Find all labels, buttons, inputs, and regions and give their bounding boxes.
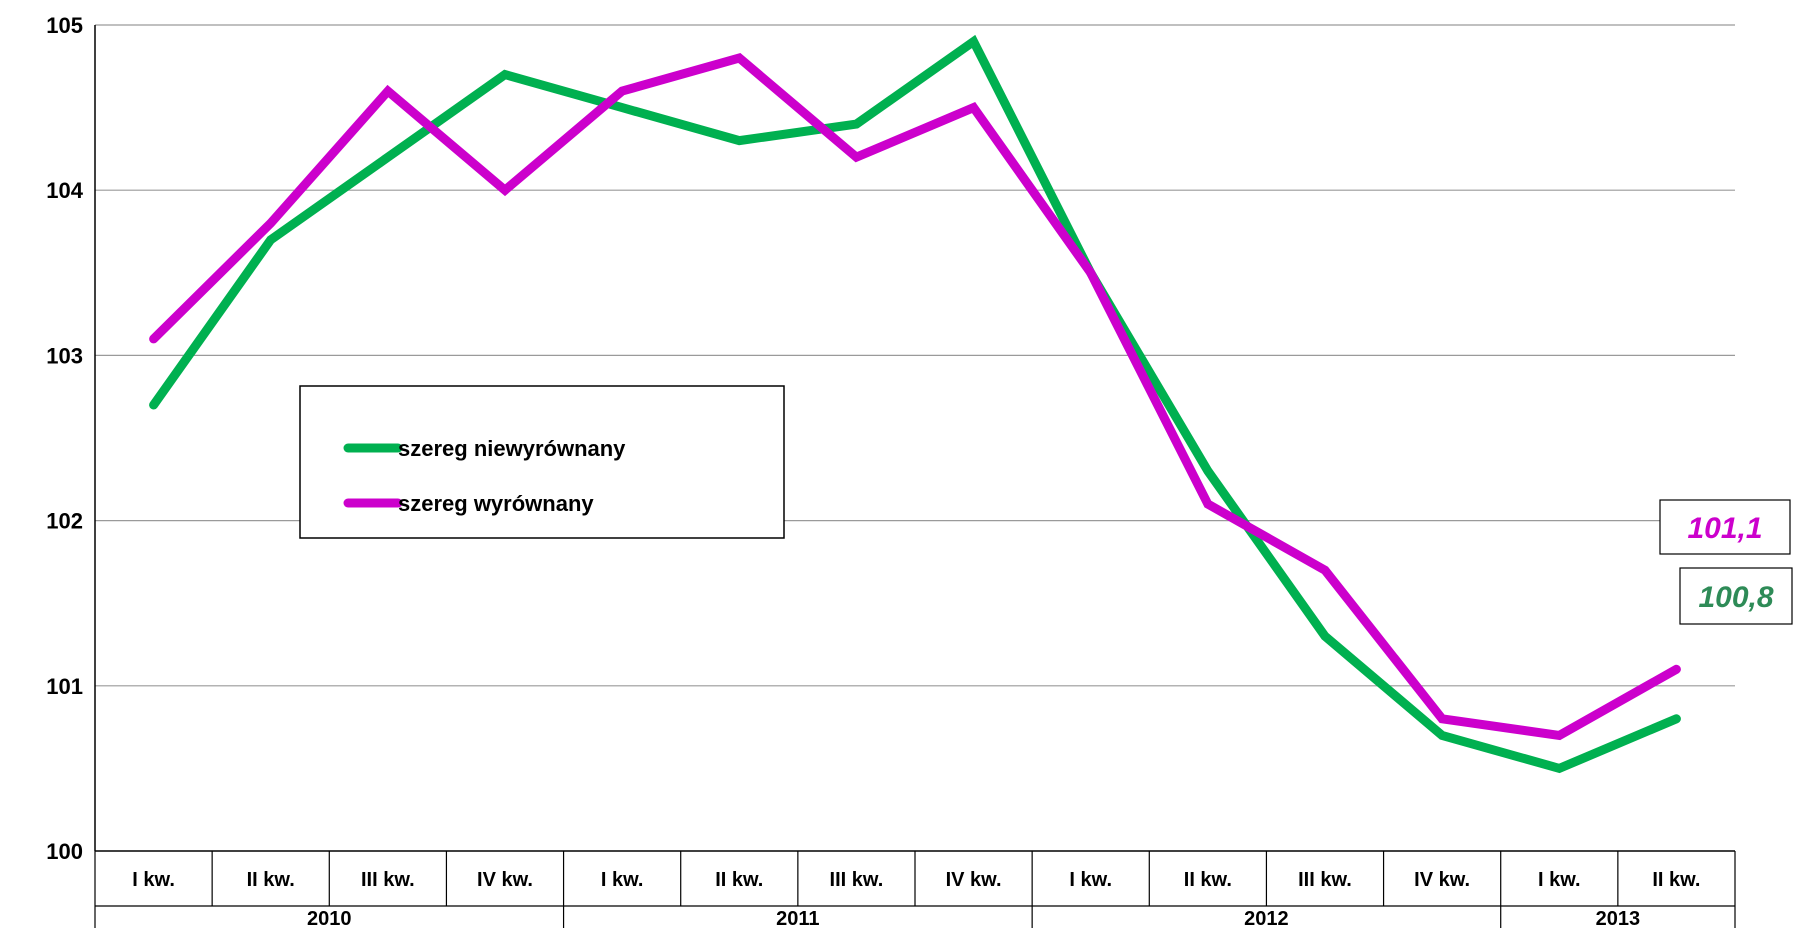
end-label-series-1: 100,8: [1698, 581, 1773, 614]
x-tick-label: I kw.: [1069, 869, 1112, 891]
series-line-1: [149, 34, 1681, 774]
end-label-box-series-1: [1679, 567, 1793, 625]
series-lines: [149, 34, 1681, 774]
x-tick-label: II kw.: [1652, 869, 1700, 891]
y-tick-label: 104: [46, 178, 83, 203]
end-label-box-series-2: [1659, 499, 1791, 555]
legend-label-series-2: szereg wyrównany: [398, 491, 594, 516]
y-tick-label: 105: [46, 13, 83, 38]
end-value-labels: 101,1 100,8: [1659, 499, 1793, 625]
x-tick-label: III kw.: [1298, 869, 1352, 891]
x-tick-label: II kw.: [1184, 869, 1232, 891]
x-tick-label: I kw.: [1538, 869, 1581, 891]
x-tick-label: IV kw.: [946, 869, 1002, 891]
x-tick-label: I kw.: [601, 869, 644, 891]
legend-label-series-1: szereg niewyrównany: [398, 436, 626, 461]
x-tick-label: II kw.: [715, 869, 763, 891]
x-tick-label: I kw.: [132, 869, 175, 891]
x-tick-label: IV kw.: [1414, 869, 1470, 891]
x-tick-label: III kw.: [361, 869, 415, 891]
x-tick-label: III kw.: [830, 869, 884, 891]
y-tick-label: 102: [46, 509, 83, 534]
x-year-label: 2012: [1244, 908, 1289, 928]
x-tick-label: II kw.: [247, 869, 295, 891]
x-year-label: 2013: [1596, 908, 1641, 928]
x-year-label: 2011: [776, 908, 819, 928]
legend-box: [299, 385, 785, 539]
y-tick-label: 100: [46, 839, 83, 864]
y-axis-ticks: 100 101 102 103 104 105: [46, 13, 83, 864]
x-year-label: 2010: [307, 908, 352, 928]
x-axis: I kw. II kw. III kw. IV kw. I kw. II kw. III k…: [94, 25, 1736, 928]
y-tick-label: 101: [46, 674, 83, 699]
y-tick-label: 103: [46, 343, 83, 368]
legend: szereg niewyrównany szereg wyrównany: [299, 385, 785, 539]
x-tick-label: IV kw.: [477, 869, 533, 891]
gridlines: [95, 24, 1735, 687]
end-label-series-2: 101,1: [1687, 512, 1762, 545]
series-line-2: [149, 53, 1681, 741]
